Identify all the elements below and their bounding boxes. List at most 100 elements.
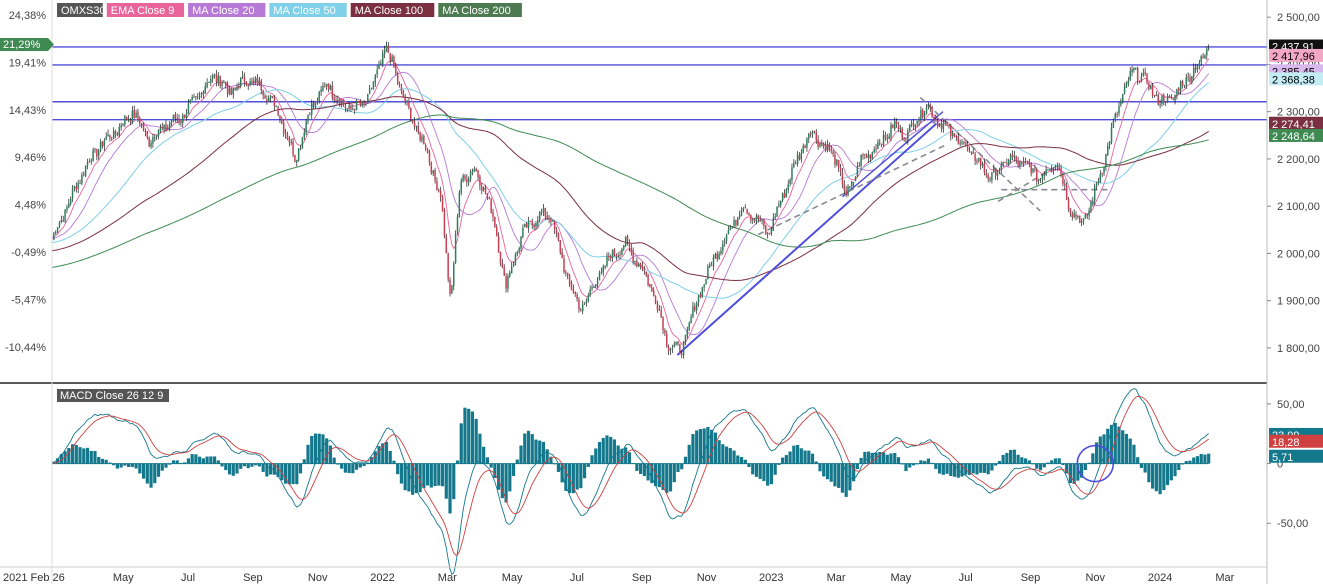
candle-body	[1047, 169, 1049, 171]
legend-label[interactable]: MA Close 200	[442, 5, 510, 17]
candle-body	[888, 136, 890, 140]
macd-histogram-bar	[332, 457, 336, 464]
candle-body	[985, 173, 988, 176]
macd-signal-line	[53, 395, 1209, 556]
macd-histogram-bar	[1188, 460, 1192, 464]
macd-histogram-bar	[549, 456, 553, 464]
candle-body	[1067, 198, 1070, 210]
macd-histogram-bar	[52, 461, 56, 464]
macd-histogram-bar	[343, 463, 347, 473]
candle-body	[1095, 184, 1098, 188]
candle-body	[978, 158, 980, 161]
candle-body	[972, 152, 974, 154]
candle-body	[404, 97, 406, 102]
candle-body	[223, 81, 225, 83]
macd-histogram-bar	[545, 449, 549, 464]
macd-histogram-bar	[366, 462, 370, 464]
macd-histogram-bar	[695, 430, 699, 464]
macd-histogram-bar	[792, 445, 796, 464]
macd-tick-label: 50,00	[1277, 399, 1305, 411]
macd-histogram-bar	[930, 462, 934, 464]
candle-body	[892, 124, 894, 129]
candle-body	[1071, 213, 1074, 218]
candle-body	[566, 273, 569, 276]
macd-histogram-bar	[1001, 454, 1005, 464]
macd-histogram-bar	[328, 445, 333, 464]
candle-body	[54, 232, 57, 234]
macd-histogram-bar	[100, 458, 105, 464]
legend[interactable]: OMXS30 EMA Close 9 MA Close 20 MA Close 50 M…	[57, 3, 522, 402]
candle-body	[877, 141, 879, 149]
candle-body	[241, 75, 244, 77]
candle-body	[1155, 94, 1158, 96]
candle-body	[1116, 113, 1118, 115]
candle-body	[787, 184, 789, 190]
candle-body	[488, 197, 491, 199]
candle-body	[232, 88, 235, 95]
time-tick-label: 2021 Feb 26	[3, 572, 65, 584]
legend-label[interactable]: OMXS30	[61, 5, 106, 17]
macd-badge: 18,28	[1272, 437, 1300, 449]
candle-body	[836, 159, 838, 165]
candle-body	[103, 140, 106, 147]
macd-histogram-bar	[250, 463, 254, 467]
candle-body	[210, 79, 212, 83]
price-badge: 2 368,38	[1272, 74, 1315, 86]
candle-body	[96, 149, 98, 157]
candle-body	[811, 131, 814, 135]
macd-histogram-bar	[1139, 463, 1144, 468]
macd-histogram-bar	[982, 463, 987, 473]
candle-body	[552, 220, 554, 222]
candle-body	[428, 151, 431, 163]
macd-histogram-bar	[474, 418, 478, 464]
macd-histogram-bar	[205, 456, 209, 464]
macd-histogram-bar	[1083, 463, 1087, 471]
candle-body	[806, 138, 808, 148]
candle-body	[897, 124, 900, 130]
candle-body	[1099, 173, 1102, 183]
candle-body	[821, 144, 823, 146]
legend-label[interactable]: MA Close 20	[192, 5, 254, 17]
candle-body	[217, 75, 220, 83]
macd-histogram-bar	[1180, 463, 1185, 465]
candle-body	[290, 141, 292, 143]
candle-body	[436, 181, 438, 191]
macd-histogram-bar	[1162, 463, 1166, 491]
macd-histogram-bar	[325, 438, 329, 464]
candle-body	[710, 265, 713, 267]
candle-body	[957, 136, 960, 144]
price-tick-label: 1 900,00	[1277, 296, 1320, 308]
macd-histogram-bar	[747, 463, 751, 468]
macd-histogram-bar	[971, 463, 975, 474]
candle-body	[839, 167, 842, 172]
candle-body	[251, 80, 253, 82]
candle-body	[791, 167, 793, 181]
macd-histogram-bar	[612, 439, 617, 464]
candle-body	[677, 341, 679, 345]
legend-label[interactable]: MA Close 50	[273, 5, 335, 17]
uptrend-line-short	[842, 111, 944, 198]
candle-body	[783, 193, 786, 198]
candle-body	[920, 110, 922, 120]
candle-body	[936, 120, 939, 127]
candle-body	[725, 235, 728, 241]
candle-body	[387, 45, 390, 53]
macd-histogram-bar	[642, 463, 646, 477]
candle-body	[1092, 200, 1094, 204]
candle-body	[740, 209, 743, 216]
candle-body	[344, 106, 347, 109]
price-badge: 2 274,41	[1272, 119, 1315, 131]
candle-body	[998, 170, 1001, 172]
candle-body	[581, 304, 584, 312]
legend-label[interactable]: MA Close 100	[355, 5, 423, 17]
candle-body	[624, 236, 627, 247]
macd-panel	[52, 388, 1211, 576]
legend-label[interactable]: EMA Close 9	[111, 5, 175, 17]
candle-body	[748, 213, 750, 215]
macd-histogram-bar	[1050, 460, 1054, 464]
candle-body	[538, 211, 541, 221]
macd-histogram-bar	[59, 454, 63, 464]
candle-body	[352, 108, 354, 110]
macd-histogram-bar	[89, 450, 93, 464]
